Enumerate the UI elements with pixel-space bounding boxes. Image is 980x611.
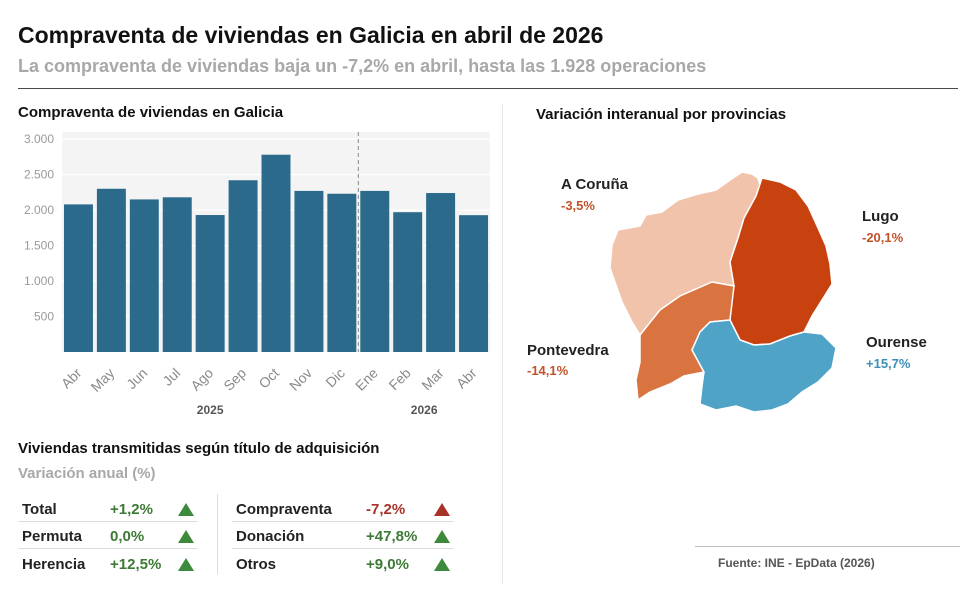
- y-tick-label: 1.000: [24, 274, 54, 288]
- bar: [459, 215, 489, 352]
- table-row: Otros +9,0%: [232, 549, 454, 577]
- region-label-ourense: Ourense: [866, 334, 927, 351]
- table-row-label: Donación: [236, 528, 305, 545]
- panel-divider: [502, 104, 503, 584]
- table-row-label: Otros: [236, 556, 277, 573]
- table-row-label: Permuta: [22, 528, 83, 545]
- bar: [261, 154, 291, 352]
- bar: [327, 193, 357, 352]
- bar: [195, 215, 225, 352]
- main-subtitle: La compraventa de viviendas baja un -7,2…: [18, 56, 707, 76]
- region-value-a-coruna: -3,5%: [561, 198, 595, 213]
- y-tick-label: 2.000: [24, 203, 54, 217]
- table-row-value: -7,2%: [366, 501, 406, 518]
- map-title: Variación interanual por provincias: [536, 106, 787, 123]
- region-value-ourense: +15,7%: [866, 356, 911, 371]
- table-row: Compraventa -7,2%: [232, 494, 454, 522]
- table-row: Permuta 0,0%: [18, 521, 198, 549]
- bar: [426, 193, 456, 352]
- table-subtitle: Variación anual (%): [18, 465, 156, 482]
- table-row: Donación +47,8%: [232, 521, 454, 549]
- table-row-separator: [18, 548, 198, 549]
- y-tick-label: 1.500: [24, 239, 54, 253]
- map-region-ourense: [691, 319, 837, 413]
- triangle-up-icon: [434, 530, 450, 543]
- table-row-separator: [18, 521, 198, 522]
- table-row-value: +47,8%: [366, 528, 418, 545]
- triangle-up-icon: [178, 530, 194, 543]
- source-text: Fuente: INE - EpData (2026): [718, 556, 875, 570]
- y-tick-label: 3.000: [24, 132, 54, 146]
- bar: [96, 188, 126, 352]
- table-row-label: Herencia: [22, 556, 86, 573]
- table-row-label: Total: [22, 501, 57, 518]
- bar: [360, 190, 390, 352]
- table-column-divider: [217, 494, 218, 574]
- bar: [294, 190, 324, 352]
- bar: [63, 204, 93, 352]
- triangle-up-icon: [178, 558, 194, 571]
- table-row-separator: [232, 521, 454, 522]
- year-label: 2025: [197, 403, 224, 417]
- bar: [393, 212, 423, 352]
- main-title: Compraventa de viviendas en Galicia en a…: [18, 22, 604, 48]
- region-value-lugo: -20,1%: [862, 230, 904, 245]
- bar: [129, 199, 159, 352]
- table-row: Total +1,2%: [18, 494, 198, 522]
- table-title: Viviendas transmitidas según título de a…: [18, 440, 380, 457]
- region-label-lugo: Lugo: [862, 208, 899, 225]
- region-value-pontevedra: -14,1%: [527, 363, 569, 378]
- year-label: 2026: [411, 403, 438, 417]
- y-tick-label: 2.500: [24, 168, 54, 182]
- triangle-up-icon: [434, 558, 450, 571]
- region-label-pontevedra: Pontevedra: [527, 342, 609, 359]
- table-row-label: Compraventa: [236, 501, 332, 518]
- source-rule: [695, 546, 960, 547]
- table-row-value: +1,2%: [110, 501, 153, 518]
- table-row-value: +12,5%: [110, 556, 162, 573]
- triangle-up-icon: [178, 503, 194, 516]
- table-row-separator: [232, 548, 454, 549]
- triangle-up-icon: [434, 503, 450, 516]
- bar: [162, 197, 192, 352]
- bar: [228, 180, 258, 352]
- region-label-a-coruna: A Coruña: [561, 176, 628, 193]
- bar-chart-title: Compraventa de viviendas en Galicia: [18, 104, 284, 121]
- header-rule: [18, 88, 958, 89]
- table-row-value: 0,0%: [110, 528, 145, 545]
- table-row: Herencia +12,5%: [18, 549, 198, 577]
- table-row-value: +9,0%: [366, 556, 409, 573]
- y-tick-label: 500: [34, 310, 54, 324]
